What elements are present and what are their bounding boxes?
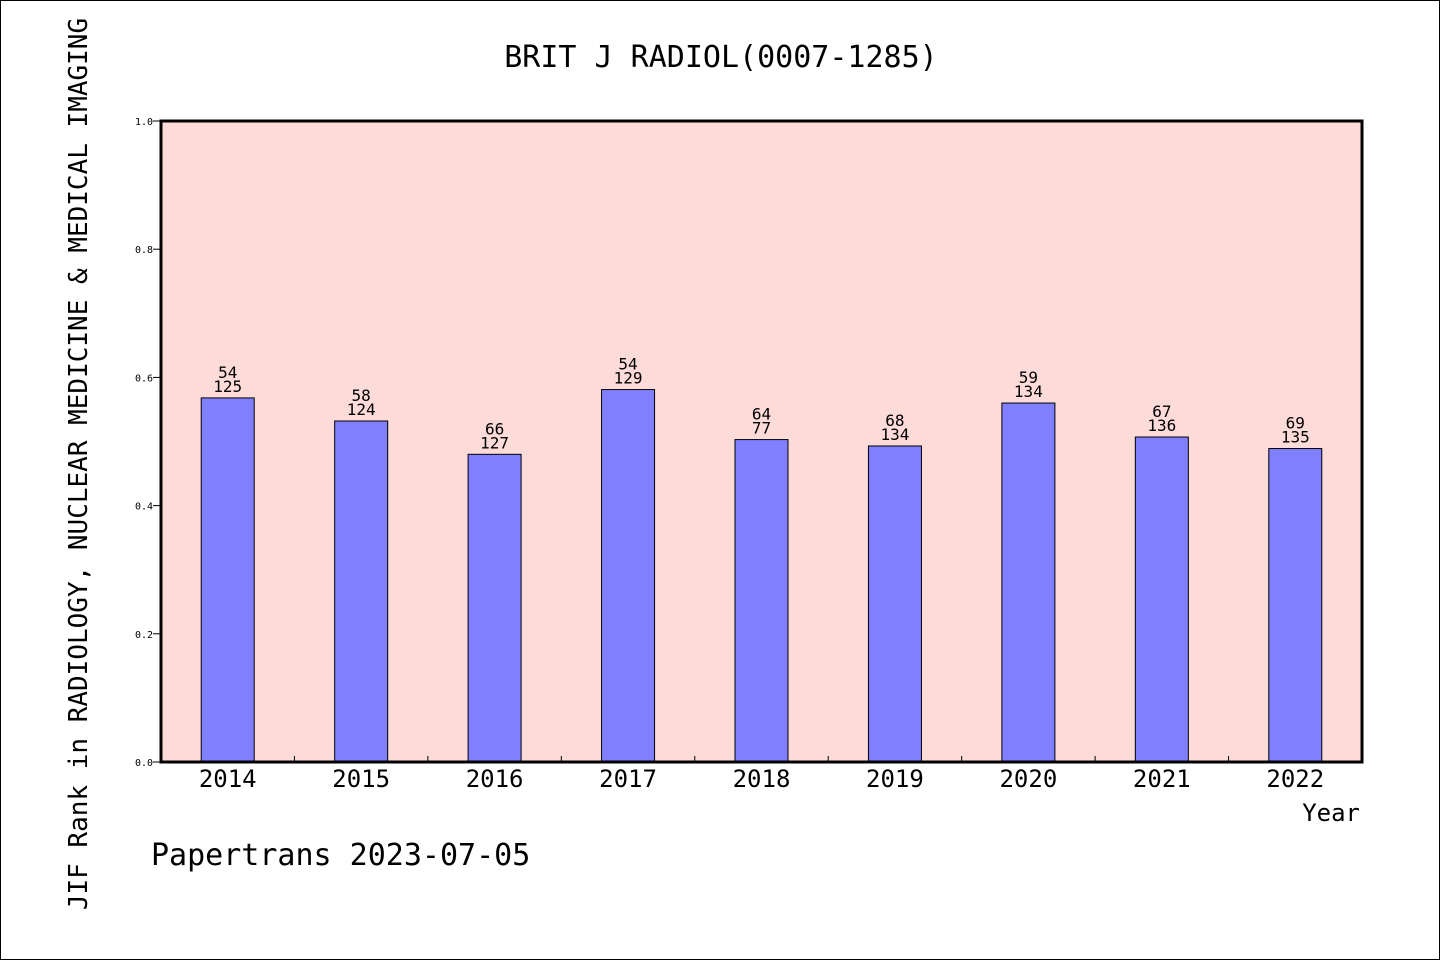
x-tick-label: 2015 [332,765,390,793]
x-tick-label: 2018 [733,765,791,793]
x-tick-label: 2021 [1133,765,1191,793]
x-tick-label: 2017 [599,765,657,793]
total-label: 129 [614,369,643,388]
bar [1268,448,1323,763]
x-tick-label: 2014 [199,765,257,793]
bar [1134,436,1189,763]
bar [467,453,522,763]
total-label: 136 [1147,416,1176,435]
plot-border [159,119,1364,764]
y-tick-label: 0.2 [135,630,153,641]
chart-title: BRIT J RADIOL(0007-1285) [504,40,937,75]
total-label: 134 [1014,382,1043,401]
total-label: 125 [213,377,242,396]
rank-label: 68 [885,411,904,430]
bar [200,397,255,763]
bar [334,420,389,763]
x-tick-label: 2020 [999,765,1057,793]
y-tick-label: 0.6 [135,373,153,384]
rank-label: 54 [618,355,637,374]
y-tick-label: 0.0 [135,758,153,769]
bar [601,389,656,763]
rank-label: 59 [1019,368,1038,387]
y-tick-label: 0.8 [135,245,153,256]
y-tick-label: 1.0 [135,117,153,128]
footer-caption: Papertrans 2023-07-05 [151,838,530,873]
rank-label: 67 [1152,402,1171,421]
y-axis-title: JIF Rank in RADIOLOGY, NUCLEAR MEDICINE … [64,18,94,910]
total-label: 135 [1281,428,1310,447]
x-tick-label: 2019 [866,765,924,793]
total-label: 77 [752,419,771,438]
bar [867,445,922,763]
rank-label: 54 [218,363,237,382]
rank-label: 69 [1286,414,1305,433]
x-tick-label: 2016 [466,765,524,793]
x-tick-label: 2022 [1266,765,1324,793]
rank-label: 66 [485,419,504,438]
rank-label: 64 [752,405,771,424]
bar [1001,402,1056,763]
x-axis: 2014 2015 2016 2017 2018 2019 2020 2021 2022 [199,756,1324,793]
y-axis: 0.0 0.2 0.4 0.6 0.8 1.0 [135,117,161,769]
total-label: 124 [347,400,376,419]
total-label: 127 [480,433,509,452]
x-axis-title: Year [1302,799,1360,827]
y-tick-label: 0.4 [135,502,153,513]
total-label: 134 [880,425,909,444]
rank-label: 58 [352,386,371,405]
bars [200,389,1323,763]
bar [734,439,789,763]
